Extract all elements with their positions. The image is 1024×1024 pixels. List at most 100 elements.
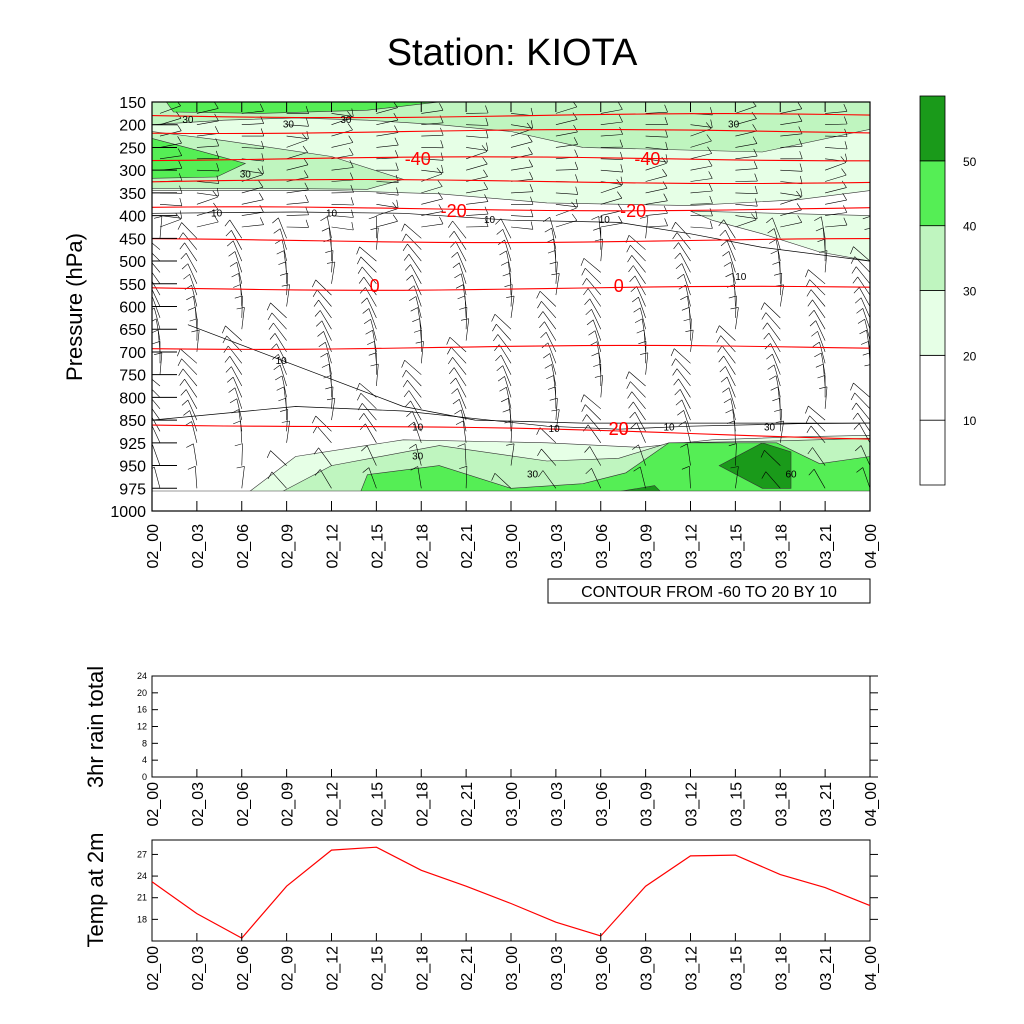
wind-barb: [286, 182, 309, 194]
wind-barb: [780, 151, 803, 160]
wind-barb: [772, 397, 781, 421]
wind-barb: [640, 352, 649, 375]
wind-barb: [625, 371, 646, 387]
wind-barb: [672, 368, 691, 387]
wind-barb: [543, 353, 557, 375]
wind-barb: [152, 262, 161, 273]
wind-barb: [183, 410, 198, 432]
y-tick-label: 250: [119, 140, 146, 157]
wind-barb: [780, 138, 803, 148]
wind-barb: [869, 203, 870, 205]
x-tick-label: 02_12: [325, 946, 342, 991]
wind-barb: [331, 222, 354, 231]
wind-barb: [549, 397, 558, 421]
wind-barb: [629, 275, 646, 296]
wind-barb: [159, 136, 182, 148]
wind-barb: [286, 133, 308, 148]
wind-barb: [241, 180, 264, 194]
wind-barb: [681, 466, 691, 489]
wind-barb: [690, 220, 713, 229]
wind-barb: [459, 306, 468, 330]
x-tick-label: 02_15: [369, 524, 386, 569]
wind-barb: [177, 222, 198, 239]
wind-barb: [730, 307, 739, 330]
contour-line: [152, 211, 870, 262]
wind-barb: [812, 341, 826, 364]
wind-barb: [726, 284, 736, 307]
wind-barb: [720, 376, 736, 398]
wind-barb: [594, 375, 603, 398]
wind-barb: [549, 261, 558, 284]
wind-barb: [323, 375, 332, 398]
wind-barb: [281, 420, 290, 443]
wind-barb: [510, 184, 534, 194]
wind-barb: [493, 334, 512, 353]
wind-barb: [152, 242, 161, 250]
wind-barb: [286, 145, 308, 160]
wind-barb: [451, 388, 467, 409]
fill-right-side: [690, 210, 870, 262]
colorbar-label: 50: [963, 155, 977, 169]
wind-barb: [272, 217, 287, 239]
wind-barb: [808, 310, 826, 330]
x-tick-label: 03_03: [549, 946, 566, 991]
wind-barb: [806, 425, 826, 443]
wind-barb: [358, 276, 377, 296]
wind-barb: [312, 426, 332, 443]
wind-barb: [869, 158, 870, 159]
wind-barb: [152, 318, 161, 341]
wind-barb: [402, 380, 422, 398]
wind-barb: [588, 330, 602, 352]
wind-barb: [466, 194, 489, 205]
wind-barb: [674, 389, 691, 409]
x-tick-label: 04_00: [863, 946, 880, 991]
x-axis-ticks: 02_00 02_03 02_06 02_09 02_12 02_15 02_18 02_21…: [145, 102, 880, 569]
wind-barb: [152, 416, 161, 432]
wind-barb: [544, 227, 557, 250]
wind-barb: [376, 187, 399, 196]
wind-barb: [460, 318, 470, 341]
contour-label: 30: [527, 470, 539, 481]
wind-barb: [852, 276, 870, 296]
contour-label: 30: [412, 452, 424, 463]
wind-barb: [671, 358, 691, 375]
wind-barb: [551, 273, 560, 296]
x-tick-label: 04_00: [863, 524, 880, 569]
wind-barb: [584, 446, 602, 466]
wind-barb: [268, 322, 287, 341]
wind-barb: [640, 216, 649, 239]
wind-barb: [600, 191, 623, 205]
colorbar-label: 30: [963, 285, 977, 299]
wind-barb: [159, 111, 182, 125]
wind-barb: [869, 136, 870, 137]
wind-barb: [864, 228, 870, 250]
wind-barb: [358, 413, 377, 432]
wind-barb: [272, 354, 287, 375]
wind-barb: [735, 148, 758, 160]
wind-barb: [681, 307, 691, 330]
wind-barb: [760, 450, 781, 466]
wind-barb: [233, 284, 243, 307]
wind-barb: [286, 106, 309, 114]
wind-barb: [780, 188, 803, 197]
wind-barb: [229, 398, 243, 421]
wind-barb: [227, 376, 243, 398]
colorbar: 10 20 30 40 50: [919, 95, 977, 486]
wind-barb: [805, 279, 826, 296]
wind-barb: [421, 164, 444, 174]
x-tick-label: 02_06: [235, 946, 252, 991]
wind-barb: [717, 345, 736, 364]
wind-barb-layer: [152, 102, 870, 489]
wind-barb: [499, 250, 512, 273]
wind-barb: [325, 386, 334, 409]
wind-barb: [412, 318, 422, 341]
y-tick-label: 850: [119, 413, 146, 430]
wind-barb: [196, 175, 220, 184]
wind-barb: [331, 197, 354, 206]
wind-barb: [184, 421, 198, 443]
wind-barb: [152, 307, 161, 330]
wind-barb: [805, 415, 826, 432]
wind-barb: [585, 468, 602, 489]
wind-barb: [723, 398, 736, 421]
